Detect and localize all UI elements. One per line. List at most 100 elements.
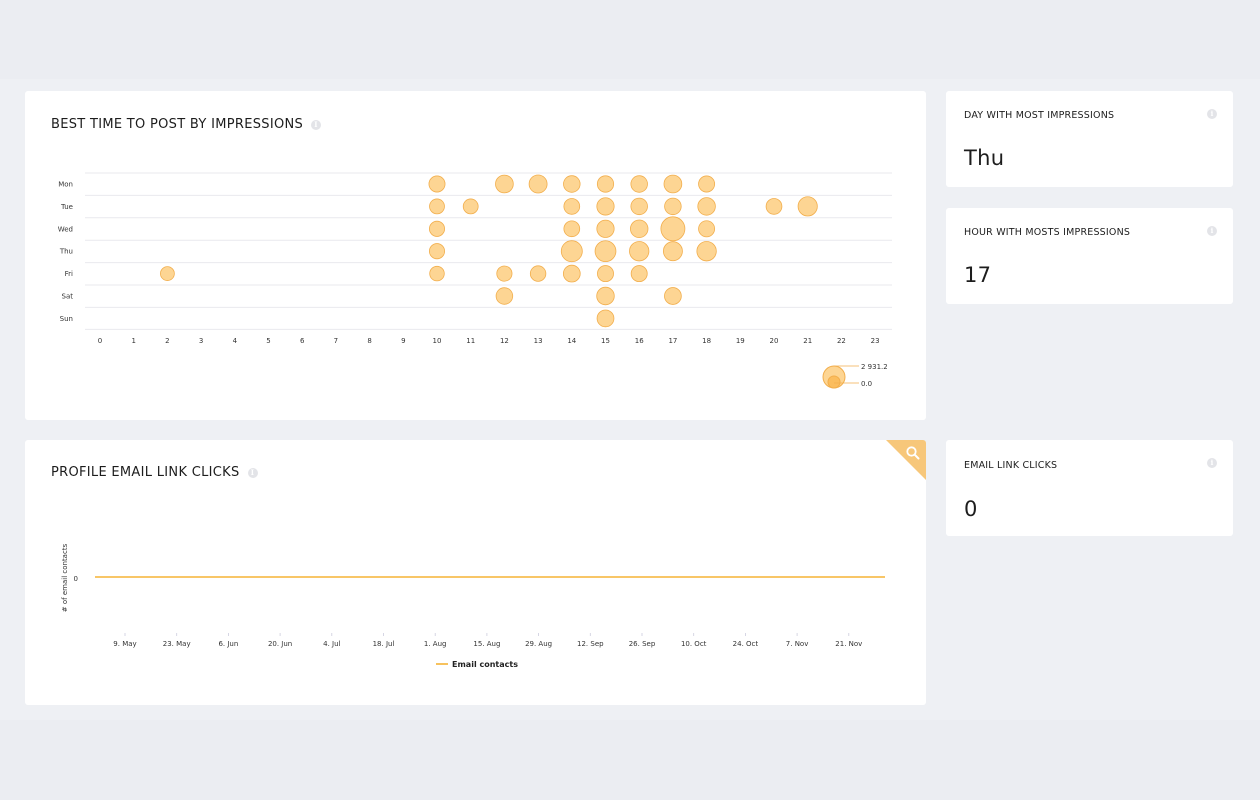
x-tick-label: 13 <box>534 337 543 345</box>
x-tick-label: 4 <box>233 337 238 345</box>
x-tick-label: 21. Nov <box>835 640 862 648</box>
info-icon[interactable]: i <box>1207 109 1217 119</box>
bubble-point[interactable] <box>496 265 513 282</box>
bubble-point[interactable] <box>664 197 682 216</box>
bubble-point[interactable] <box>660 216 686 242</box>
bubble-point[interactable] <box>563 220 581 238</box>
email-clicks-title: PROFILE EMAIL LINK CLICKS i <box>51 465 258 480</box>
x-tick-label: 16 <box>635 337 644 345</box>
bubble-point[interactable] <box>698 175 716 193</box>
bubble-point[interactable] <box>462 198 479 215</box>
x-tick-label: 23. May <box>163 640 191 648</box>
bubble-point[interactable] <box>597 265 614 283</box>
hour-most-impressions-label: HOUR WITH MOSTS IMPRESSIONS <box>964 227 1131 238</box>
y-tick-label: Sun <box>60 315 73 323</box>
y-axis-label: # of email contacts <box>61 543 69 612</box>
bubble-point[interactable] <box>797 196 818 217</box>
x-tick-label: 24. Oct <box>733 640 759 648</box>
x-tick-label: 10 <box>433 337 442 345</box>
email-clicks-card: PROFILE EMAIL LINK CLICKS i # of email c… <box>25 440 926 705</box>
x-tick-label: 18. Jul <box>373 640 395 648</box>
bubble-point[interactable] <box>765 198 783 215</box>
bubble-point[interactable] <box>629 241 650 262</box>
best-time-card: BEST TIME TO POST BY IMPRESSIONS i Mon Tu… <box>25 91 926 420</box>
bubble-point[interactable] <box>697 197 716 216</box>
zoom-corner-button[interactable] <box>886 440 926 480</box>
info-icon[interactable]: i <box>1207 458 1217 468</box>
bubble-point[interactable] <box>664 287 682 305</box>
y-tick-label: Wed <box>58 225 73 233</box>
hour-most-impressions-card: HOUR WITH MOSTS IMPRESSIONS i 17 <box>946 208 1233 304</box>
x-tick-label: 26. Sep <box>629 640 656 648</box>
bubble-point[interactable] <box>596 175 615 193</box>
x-tick-label: 8 <box>367 337 371 345</box>
x-tick-label: 7 <box>334 337 338 345</box>
x-tick-label: 18 <box>702 337 711 345</box>
bubble-point[interactable] <box>528 174 548 194</box>
bubble-point[interactable] <box>429 265 445 282</box>
info-icon[interactable]: i <box>247 467 258 478</box>
bubble-point[interactable] <box>428 243 446 260</box>
bubble-point[interactable] <box>630 219 649 238</box>
line-chart: # of email contacts 0 9. May 23. May 6. Ju… <box>61 543 885 669</box>
size-legend: 2 931.2 0.0 <box>822 363 888 389</box>
bubble-point[interactable] <box>563 175 581 193</box>
y-tick-label: Fri <box>65 270 73 278</box>
x-tick-label: 3 <box>199 337 203 345</box>
bubble-point[interactable] <box>698 220 716 238</box>
x-tick-label: 12 <box>500 337 509 345</box>
x-tick-label: 6 <box>300 337 305 345</box>
best-time-title-text: BEST TIME TO POST BY IMPRESSIONS <box>51 117 304 132</box>
x-tick-label: 22 <box>837 337 846 345</box>
bubble-point[interactable] <box>429 198 445 215</box>
bubble-point[interactable] <box>428 220 446 237</box>
bubble-point[interactable] <box>560 240 583 263</box>
bubble-point[interactable] <box>594 240 617 263</box>
x-tick-label: 10. Oct <box>681 640 707 648</box>
bubble-point[interactable] <box>428 175 446 193</box>
bubble-point[interactable] <box>596 197 615 216</box>
x-tick-label: 2 <box>165 337 169 345</box>
bubble-point[interactable] <box>630 175 648 193</box>
x-tick-label: 15 <box>601 337 610 345</box>
x-tick-label: 23 <box>871 337 880 345</box>
bubble-point[interactable] <box>495 287 514 305</box>
bubble-point[interactable] <box>529 265 547 282</box>
info-icon[interactable]: i <box>311 119 322 130</box>
legend-email-contacts: Email contacts <box>436 660 518 669</box>
bubble-point[interactable] <box>630 197 648 216</box>
bubble-point[interactable] <box>596 286 615 306</box>
bubble-point[interactable] <box>662 241 683 262</box>
bubble-point[interactable] <box>630 265 648 283</box>
x-tick-label: 19 <box>736 337 745 345</box>
y-tick-label: Tue <box>60 203 73 211</box>
x-tick-label: 6. Jun <box>218 640 238 648</box>
x-tick-label: 4. Jul <box>323 640 340 648</box>
size-legend-min-bubble <box>827 375 841 389</box>
bubble-point[interactable] <box>663 174 683 194</box>
bubble-point[interactable] <box>596 309 615 328</box>
x-tick-label: 14 <box>567 337 576 345</box>
search-icon <box>906 446 920 460</box>
bubble-point[interactable] <box>160 266 175 281</box>
y-tick-label: Sat <box>62 293 74 301</box>
bubble-point[interactable] <box>596 219 615 238</box>
y-tick-label: Thu <box>59 248 73 256</box>
bubble-point[interactable] <box>696 241 717 262</box>
day-most-impressions-value: Thu <box>964 146 1005 170</box>
x-tick-label: 7. Nov <box>786 640 809 648</box>
email-link-clicks-value: 0 <box>964 497 978 521</box>
day-most-impressions-card: DAY WITH MOST IMPRESSIONS i Thu <box>946 91 1233 187</box>
legend-label: Email contacts <box>452 660 518 669</box>
info-icon[interactable]: i <box>1207 226 1217 236</box>
x-tick-label: 1 <box>131 337 135 345</box>
x-tick-label: 15. Aug <box>473 640 500 648</box>
size-legend-min-label: 0.0 <box>861 380 872 388</box>
x-tick-label: 12. Sep <box>577 640 604 648</box>
bubble-point[interactable] <box>562 264 581 283</box>
bubble-point[interactable] <box>495 174 514 194</box>
x-tick-label: 21 <box>803 337 812 345</box>
x-tick-label: 20. Jun <box>268 640 292 648</box>
bubble-point[interactable] <box>563 198 581 215</box>
